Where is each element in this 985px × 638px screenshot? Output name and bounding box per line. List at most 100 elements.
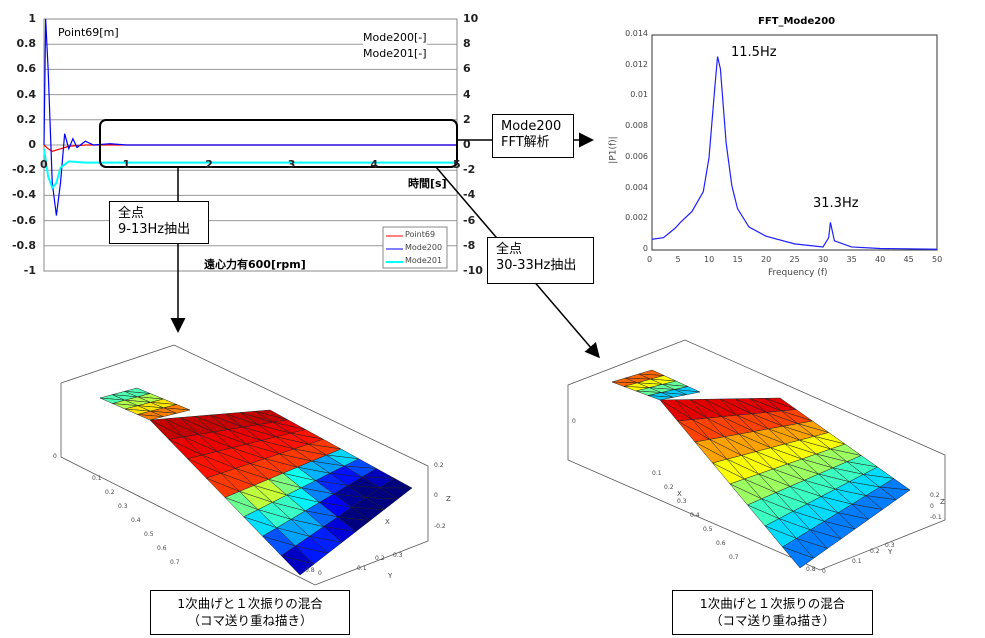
caption-right: 1次曲げと１次振りの混合 （コマ送り重ね描き） [672,590,873,635]
mesh-face [851,503,884,520]
right-tick-label: -10 [463,264,483,277]
fft-frame [651,34,938,251]
left-axis-label: Point69[m] [58,26,119,39]
x-tick-label: 0.3 [677,498,687,505]
left-tick-label: 0.8 [16,37,37,51]
right-tick-label: -6 [463,213,476,227]
z-tick-label: 0.2 [930,492,940,499]
fft-x-tick-label: 15 [732,255,743,264]
series-point69 [43,144,457,152]
mesh-face [308,535,343,554]
right-tick-label: 10 [463,12,479,25]
x-tick-label: 0.8 [806,566,816,573]
callout-fft: Mode200 FFT解析 [492,114,574,158]
fft-x-label: Frequency (f) [768,268,828,278]
z-tick-label: 0 [930,503,934,510]
x-tick-label: 0.5 [144,531,154,538]
x-tick-label: 0.1 [92,475,102,482]
callout-band2: 全点 30-33Hz抽出 [487,237,594,284]
fft-peak2-label: 31.3Hz [813,196,859,211]
right-axis-labels: Mode200[-] Mode201[-] [363,30,427,62]
series-mode201 [43,148,457,190]
caption-right-line2: （コマ送り重ね描き） [709,613,835,628]
x-tick-label: 0.6 [157,545,167,552]
fft-x-tick-label: 45 [903,255,914,264]
x-tick-label: 3 [287,158,296,171]
right-tick-label: 4 [463,87,471,101]
fft-x-tick-label: 50 [932,255,943,264]
plot3d-left [60,344,429,586]
left-tick-label: -0.8 [11,238,36,252]
callout-band1-line2: 9-13Hz抽出 [118,222,191,237]
fft-chart [651,34,938,251]
legend-label-mode201: Mode201 [405,256,443,265]
fft-x-tick-label: 0 [647,255,653,264]
callout-band2-line1: 全点 [496,242,523,257]
fft-x-tick-label: 30 [818,255,829,264]
axes-box [60,344,429,586]
x-tick-label: 4 [370,158,379,171]
y-axis-label: Y [388,572,393,580]
legend-label-point69: Point69 [405,230,436,239]
mesh-face [647,395,674,401]
caption-left-line1: 1次曲げと１次振りの混合 [177,596,323,611]
y-tick-label: 0.1 [852,558,862,565]
y-tick-label: 0 [822,568,826,575]
right-label-mode201: Mode201[-] [363,47,427,60]
left-tick-label: 0.2 [16,112,37,126]
fft-x-tick-label: 35 [846,255,857,264]
fft-y-tick-label: 0.01 [630,90,648,100]
x-tick-label: 0.4 [690,512,700,519]
right-tick-label: -4 [463,188,476,202]
caption-right-line1: 1次曲げと１次振りの混合 [699,596,846,611]
z-axis-label: Z [940,498,945,506]
y-tick-label: 0.2 [375,555,385,562]
mesh-face [365,497,399,511]
mesh-face [351,506,385,521]
fft-series [651,56,938,250]
y-tick-label: 0.3 [885,542,895,549]
fft-y-tick-label: 0.006 [625,151,648,161]
y-tick-label: 0.2 [870,548,880,555]
mesh-face [809,529,842,549]
fft-x-tick-label: 5 [675,255,681,264]
mesh-face [661,392,687,398]
mesh-face [823,520,856,540]
mesh-face [150,410,177,417]
rpm-note: 遠心力有600[rpm] [204,258,306,271]
x-axis-label: X [677,490,682,498]
left-tick-label: -0.2 [11,163,36,177]
x-tick-label: 0.2 [664,484,674,491]
series-mode200 [43,18,457,216]
x-tick-label: 0.2 [105,489,115,496]
z-tick-label: 0 [434,492,438,499]
mesh-face [163,407,191,414]
fft-y-tick-label: 0.008 [625,121,648,131]
x-tick-label: 0 [572,418,576,425]
right-tick-label: 6 [463,62,471,76]
left-tick-label: 1 [28,12,36,25]
x-tick-label: 2 [205,158,213,171]
right-tick-label: -2 [463,163,476,177]
x-tick-label: 0.5 [703,526,713,533]
left-tick-label: 0.4 [16,87,37,101]
left-tick-label: 0 [28,138,36,151]
callout-fft-line2: FFT解析 [501,135,550,150]
z-tick-label: 0.2 [434,462,444,469]
left-tick-label: -1 [23,264,36,277]
mesh-face [137,414,164,421]
right-label-mode200: Mode200[-] [363,31,427,44]
x-tick-label: 0.6 [716,540,726,547]
y-tick-label: 0 [318,570,322,577]
mesh-face [379,487,413,500]
callout-fft-line1: Mode200 [501,119,562,134]
caption-left-line2: （コマ送り重ね描き） [187,613,313,628]
right-tick-label: -8 [463,238,476,252]
fft-y-tick-label: 0.002 [625,213,648,223]
x-tick-label: 0.7 [170,559,180,566]
x-tick-label: 0 [40,158,48,171]
x-axis-label: 時間[s] [408,177,447,190]
mesh-face [294,545,329,565]
